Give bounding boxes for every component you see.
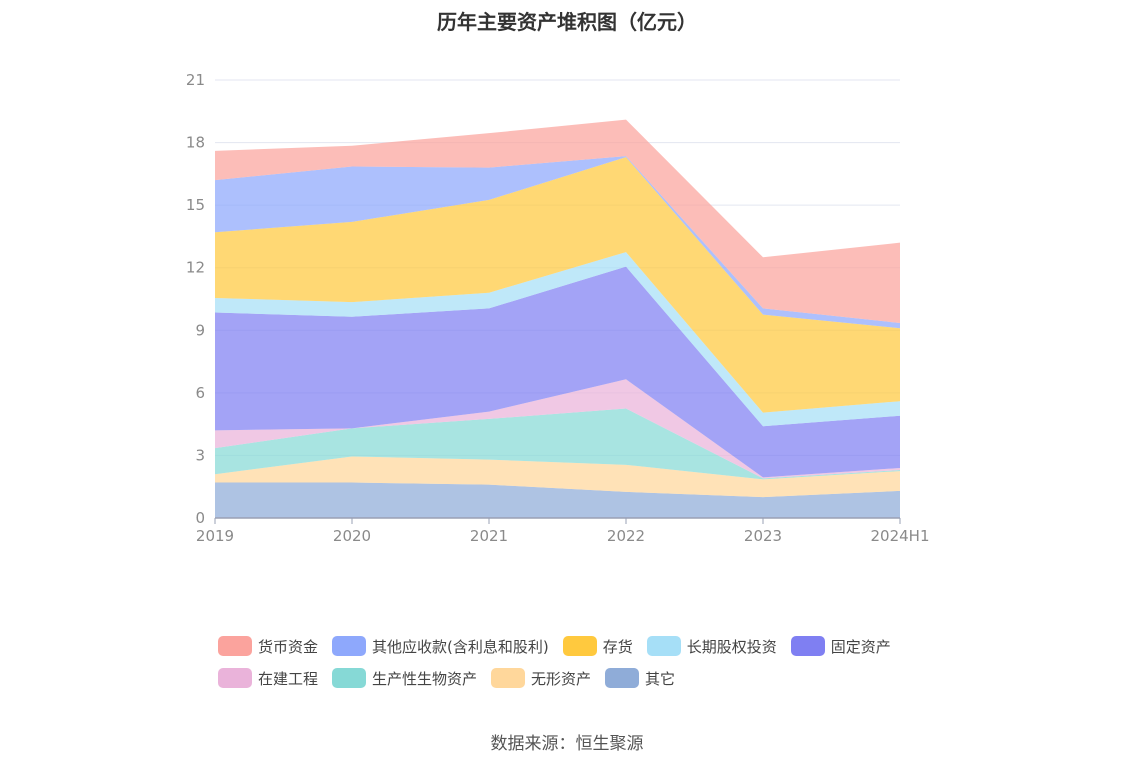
legend-swatch <box>790 636 825 656</box>
legend-row-1: 货币资金 其他应收款(含利息和股利) 存货 长期股权投资 固定资产 <box>218 630 978 662</box>
y-tick-label: 6 <box>195 384 205 402</box>
chart-title: 历年主要资产堆积图（亿元） <box>437 10 697 34</box>
area-在建工程 <box>215 379 900 479</box>
legend-label: 无形资产 <box>531 669 592 688</box>
area-其他应收款(含利息和股利) <box>215 156 900 329</box>
x-tick-label: 2020 <box>333 527 371 545</box>
y-tick-label: 18 <box>186 134 205 152</box>
legend-swatch <box>218 668 252 688</box>
legend-item[interactable]: 长期股权投资 <box>646 636 777 657</box>
area-存货 <box>215 157 900 413</box>
area-其它 <box>215 482 900 518</box>
legend: 货币资金 其他应收款(含利息和股利) 存货 长期股权投资 固定资产 在建工程 生产性生物资… <box>218 630 978 694</box>
legend-item[interactable]: 生产性生物资产 <box>332 668 477 689</box>
area-长期股权投资 <box>215 252 900 427</box>
legend-label: 存货 <box>602 637 633 656</box>
y-tick-label: 3 <box>195 446 205 464</box>
legend-label: 其它 <box>645 669 676 688</box>
legend-swatch <box>646 636 681 656</box>
area-series <box>215 119 900 518</box>
y-tick-label: 0 <box>195 509 205 527</box>
y-tick-label: 9 <box>195 321 205 339</box>
legend-item[interactable]: 其他应收款(含利息和股利) <box>332 636 549 657</box>
legend-label: 固定资产 <box>830 637 891 656</box>
x-tick-label: 2023 <box>744 527 782 545</box>
legend-label: 货币资金 <box>258 637 319 656</box>
stacked-area-chart: 0 3 6 9 12 15 18 21 2019 2020 2021 2022 2023 2024H1 <box>186 71 930 545</box>
y-tick-label: 15 <box>186 196 205 214</box>
legend-swatch <box>218 636 252 656</box>
legend-swatch <box>332 636 367 656</box>
area-生产性生物资产 <box>215 408 900 480</box>
x-tick-label: 2022 <box>607 527 645 545</box>
y-tick-label: 12 <box>186 259 205 277</box>
x-tick-label: 2024H1 <box>871 527 930 545</box>
legend-swatch <box>332 668 367 688</box>
legend-swatch <box>605 668 640 688</box>
legend-swatch <box>562 636 597 656</box>
legend-label: 其他应收款(含利息和股利) <box>372 637 549 656</box>
y-tick-label: 21 <box>186 71 205 89</box>
legend-row-2: 在建工程 生产性生物资产 无形资产 其它 <box>218 662 978 694</box>
source-note: 数据来源：恒生聚源 <box>490 734 644 754</box>
legend-item[interactable]: 固定资产 <box>790 636 891 657</box>
legend-item[interactable]: 其它 <box>605 668 675 689</box>
legend-swatch <box>491 668 526 688</box>
x-tick-label: 2019 <box>196 527 234 545</box>
legend-item[interactable]: 无形资产 <box>491 668 591 689</box>
legend-item[interactable]: 货币资金 <box>218 636 318 657</box>
legend-label: 在建工程 <box>258 669 319 688</box>
area-无形资产 <box>215 456 900 498</box>
legend-label: 长期股权投资 <box>686 637 777 656</box>
x-tick-label: 2021 <box>470 527 508 545</box>
area-固定资产 <box>215 266 900 478</box>
area-货币资金 <box>215 119 900 323</box>
legend-item[interactable]: 存货 <box>562 636 633 657</box>
legend-label: 生产性生物资产 <box>372 669 478 688</box>
axes: 0 3 6 9 12 15 18 21 2019 2020 2021 2022 2023 2024H1 <box>186 71 930 545</box>
legend-item[interactable]: 在建工程 <box>218 668 318 689</box>
